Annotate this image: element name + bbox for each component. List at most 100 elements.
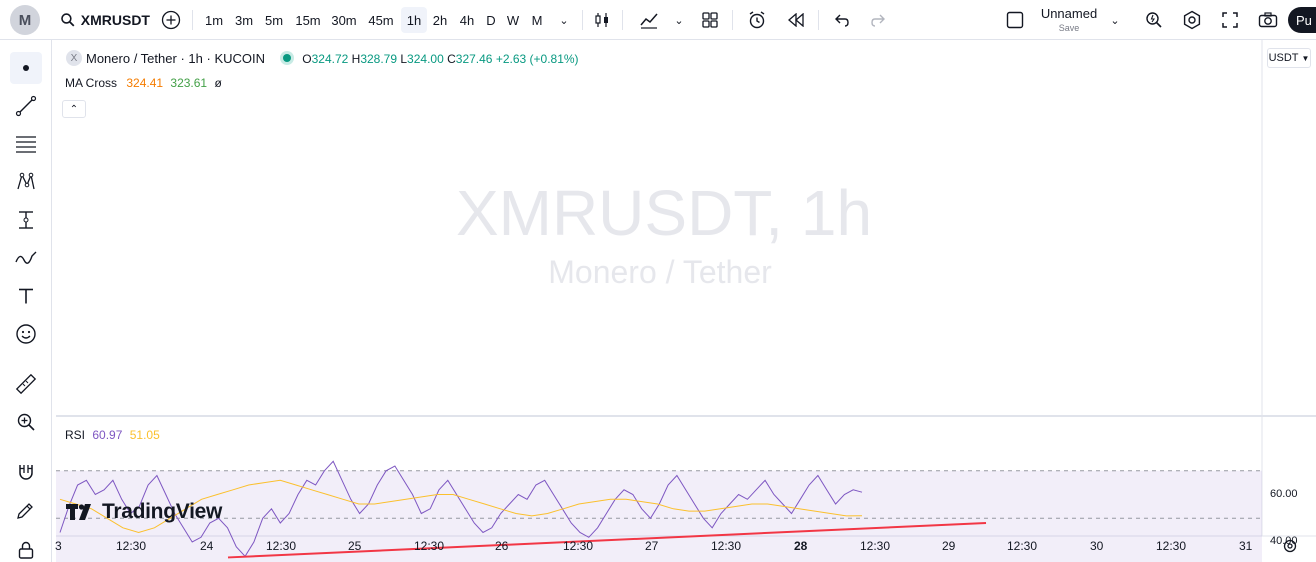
interval-4h[interactable]: 4h bbox=[459, 12, 475, 28]
layout-square-icon bbox=[1006, 11, 1024, 29]
time-axis-tick: 28 bbox=[794, 539, 808, 553]
indicators-dropdown[interactable]: ⌄ bbox=[670, 0, 688, 40]
projection-tool[interactable] bbox=[10, 204, 42, 236]
compare-symbol-button[interactable] bbox=[158, 0, 184, 40]
interval-1h[interactable]: 1h bbox=[401, 7, 427, 33]
undo-button[interactable] bbox=[830, 0, 854, 40]
lock-tool[interactable] bbox=[10, 534, 42, 562]
interval-3m[interactable]: 3m bbox=[234, 12, 254, 28]
magnet-tool[interactable] bbox=[10, 456, 42, 488]
legend-pair: Monero / Tether bbox=[86, 51, 177, 66]
ma-cross-legend[interactable]: MA Cross 324.41 323.61 ø bbox=[65, 76, 222, 90]
rsi-legend[interactable]: RSI 60.97 51.05 bbox=[65, 428, 160, 442]
time-axis-tick: 31 bbox=[1239, 539, 1253, 553]
interval-15m[interactable]: 15m bbox=[295, 12, 321, 28]
pencil-ruler-icon bbox=[17, 503, 33, 519]
layout-checkbox[interactable] bbox=[1004, 0, 1026, 40]
measure-tool[interactable] bbox=[10, 368, 42, 400]
interval-2h[interactable]: 2h bbox=[432, 12, 448, 28]
candles-icon bbox=[595, 13, 608, 27]
alarm-clock-icon bbox=[749, 11, 765, 29]
chart-settings-button[interactable] bbox=[1280, 536, 1300, 556]
legend-dot-separator: · bbox=[180, 51, 189, 66]
long-position-icon bbox=[19, 211, 33, 229]
zoom-tool[interactable] bbox=[10, 406, 42, 438]
time-axis-tick: 12:30 bbox=[1007, 539, 1038, 553]
high-key: H bbox=[351, 52, 361, 66]
ma-fast-value: 324.41 bbox=[126, 76, 164, 90]
plus-circle-icon bbox=[161, 10, 181, 30]
drawing-toolbar bbox=[0, 40, 52, 562]
fullscreen-button[interactable] bbox=[1218, 0, 1242, 40]
settings-button[interactable] bbox=[1180, 0, 1204, 40]
symbol-search-button[interactable]: XMRUSDT bbox=[60, 0, 150, 40]
alert-button[interactable] bbox=[744, 0, 770, 40]
chart-canvas[interactable]: XMRUSDT, 1h Monero / Tether bbox=[0, 40, 1316, 562]
time-axis-tick: 3 bbox=[55, 539, 62, 553]
publish-button[interactable]: Pu bbox=[1288, 7, 1316, 33]
toolbar-divider bbox=[582, 10, 583, 30]
trendline-tool[interactable] bbox=[10, 90, 42, 122]
quick-search-icon bbox=[1146, 12, 1162, 28]
emoji-tool[interactable] bbox=[10, 318, 42, 350]
text-t-icon bbox=[19, 288, 33, 304]
interval-1m[interactable]: 1m bbox=[204, 12, 224, 28]
indicators-button[interactable] bbox=[636, 0, 662, 40]
toolbar-divider bbox=[732, 10, 733, 30]
market-open-dot bbox=[282, 54, 291, 62]
low-key: L bbox=[400, 52, 408, 66]
time-axis-tick: 25 bbox=[348, 539, 362, 553]
interval-M[interactable]: M bbox=[531, 12, 543, 28]
fib-tool[interactable] bbox=[10, 128, 42, 160]
currency-selector[interactable]: USDT ▼ bbox=[1267, 48, 1311, 68]
quick-search-button[interactable] bbox=[1142, 0, 1166, 40]
magnet-icon bbox=[19, 465, 33, 480]
fullscreen-icon bbox=[1222, 12, 1238, 28]
wave-brush-icon bbox=[15, 251, 37, 264]
watermark-layer: XMRUSDT, 1h Monero / Tether bbox=[456, 177, 872, 290]
snapshot-button[interactable] bbox=[1256, 0, 1280, 40]
publish-label: Pu bbox=[1296, 12, 1312, 28]
ma-name: MA Cross bbox=[65, 76, 118, 90]
rewind-icon bbox=[788, 13, 804, 27]
tradingview-logo: TradingView bbox=[66, 500, 222, 524]
interval-5m[interactable]: 5m bbox=[264, 12, 284, 28]
interval-W[interactable]: W bbox=[506, 12, 520, 28]
pattern-tool[interactable] bbox=[10, 166, 42, 198]
layout-name: Unnamed bbox=[1040, 6, 1098, 21]
draw-mode-tool[interactable] bbox=[10, 494, 42, 526]
symbol-logo-icon: X bbox=[66, 50, 82, 66]
fib-retracement-icon bbox=[16, 136, 36, 153]
interval-D[interactable]: D bbox=[486, 12, 496, 28]
legend-exchange: KUCOIN bbox=[214, 51, 265, 66]
layout-name-button[interactable]: Unnamed Save bbox=[1036, 7, 1102, 35]
replay-button[interactable] bbox=[784, 0, 808, 40]
redo-button[interactable] bbox=[866, 0, 890, 40]
candles-style-button[interactable] bbox=[590, 0, 614, 40]
interval-45m[interactable]: 45m bbox=[368, 12, 394, 28]
rsi-ma-value: 51.05 bbox=[129, 428, 160, 442]
time-axis-tick: 12:30 bbox=[711, 539, 742, 553]
ma-suffix: ø bbox=[214, 76, 222, 90]
chevron-down-icon: ⌄ bbox=[1110, 14, 1120, 27]
brush-tool[interactable] bbox=[10, 242, 42, 274]
interval-30m[interactable]: 30m bbox=[331, 12, 357, 28]
chevron-down-icon: ▼ bbox=[1301, 53, 1310, 63]
search-icon bbox=[61, 13, 75, 27]
layouts-button[interactable] bbox=[698, 0, 722, 40]
rsi-ma-line bbox=[59, 479, 863, 534]
symbol-legend[interactable]: Monero / Tether · 1h · KUCOIN O324.72 H3… bbox=[86, 51, 579, 66]
grid-layout-icon bbox=[702, 12, 718, 28]
cursor-tool[interactable] bbox=[10, 52, 42, 84]
save-label: Save bbox=[1058, 23, 1080, 33]
trendline-icon bbox=[15, 95, 37, 117]
ma-slow-value: 323.61 bbox=[170, 76, 208, 90]
rsi-name: RSI bbox=[65, 428, 86, 442]
text-tool[interactable] bbox=[10, 280, 42, 312]
interval-dropdown[interactable]: ⌄ bbox=[554, 0, 574, 40]
layout-dropdown[interactable]: ⌄ bbox=[1106, 0, 1124, 40]
dot-cursor-icon bbox=[23, 65, 29, 71]
chevron-up-icon: ⌃ bbox=[69, 103, 79, 115]
user-avatar[interactable]: M bbox=[10, 5, 40, 35]
collapse-legend-button[interactable]: ⌃ bbox=[62, 100, 86, 118]
